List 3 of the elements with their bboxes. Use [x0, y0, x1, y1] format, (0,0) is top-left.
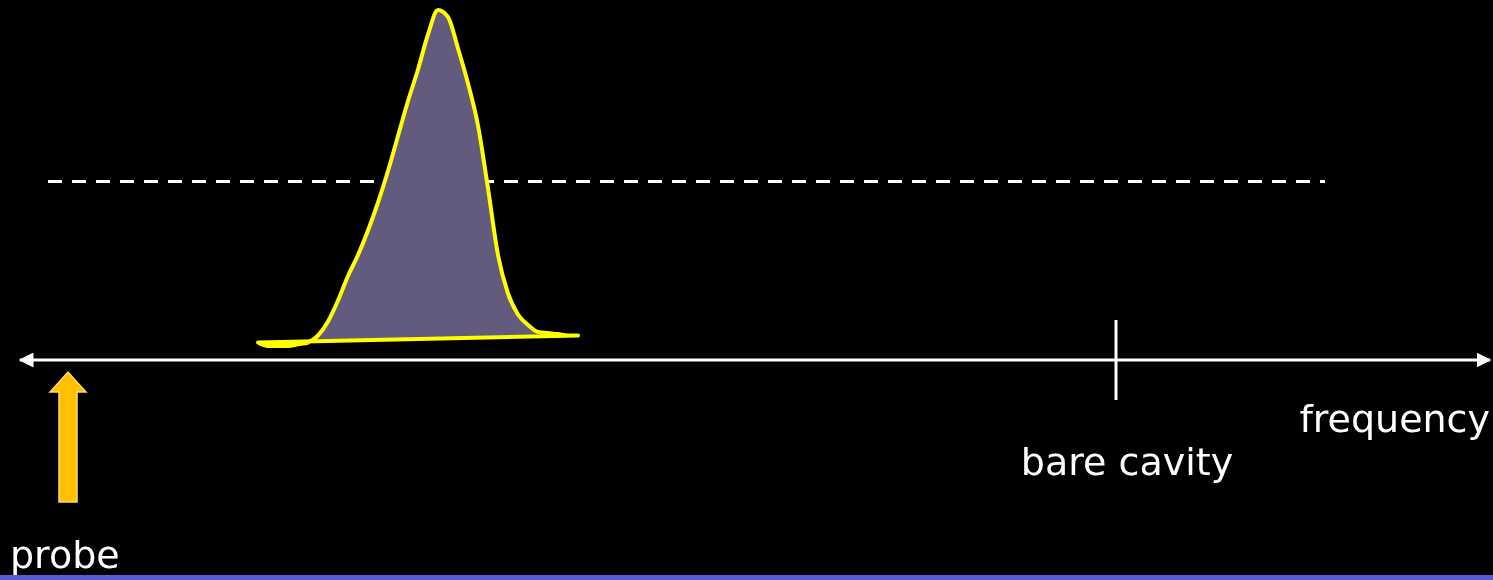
- text: probe: [10, 533, 120, 577]
- x-axis-title: frequency: [1299, 397, 1490, 441]
- text: bare cavity: [1020, 440, 1234, 484]
